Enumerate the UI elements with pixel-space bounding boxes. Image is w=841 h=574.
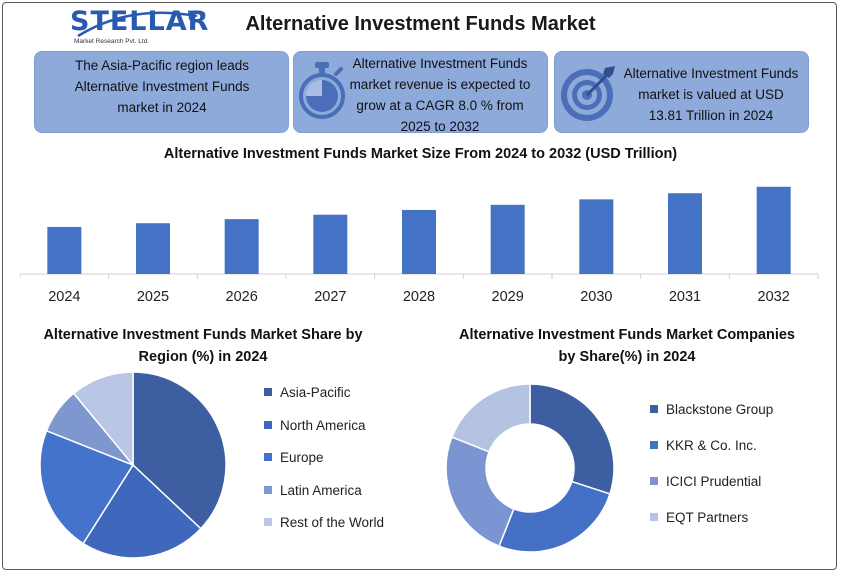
- slice-blackstone-group: [529, 384, 615, 495]
- region-legend-item: North America: [264, 418, 366, 433]
- bar-chart: 2024 2025 2026 2027 2028 2029 2030 2031 2032: [20, 186, 819, 305]
- slice-eqt-partners: [450, 384, 531, 453]
- bar-2032: [756, 186, 791, 274]
- slice-kkr-co-inc-: [498, 480, 611, 553]
- slice-rest-of-the-world: [72, 372, 134, 468]
- info-card-region-text: The Asia-Pacific region leads Alternativ…: [74, 58, 250, 115]
- region-legend-item: Europe: [264, 450, 324, 465]
- logo-swoosh-icon: [77, 10, 198, 38]
- slice-asia-pacific: [132, 372, 226, 530]
- region-legend-label: Europe: [280, 450, 324, 465]
- region-legend-item: Rest of the World: [264, 515, 384, 530]
- companies-legend-swatch: [650, 513, 658, 521]
- stopwatch-icon: [298, 60, 346, 131]
- companies-donut-title: Alternative Investment Funds Market Comp…: [459, 327, 795, 366]
- info-card-value: Alternative Investment Funds market is v…: [554, 51, 809, 133]
- companies-legend-label: EQT Partners: [666, 510, 749, 525]
- bar-chart-x-label: 2028: [403, 289, 435, 305]
- bar-2024: [47, 226, 82, 274]
- region-legend-item: Latin America: [264, 483, 362, 498]
- companies-legend-swatch: [650, 405, 658, 413]
- target-icon: [559, 62, 621, 131]
- info-card-cagr-text: Alternative Investment Funds market reve…: [349, 56, 531, 134]
- companies-legend-swatch: [650, 477, 658, 485]
- bar-chart-x-label: 2030: [580, 289, 612, 305]
- region-legend-item: Asia-Pacific: [264, 385, 351, 400]
- bar-chart-x-label: 2027: [314, 289, 346, 305]
- bar-2031: [668, 193, 702, 274]
- bar-2029: [490, 204, 525, 274]
- companies-legend-label: Blackstone Group: [666, 402, 774, 417]
- bar-2030: [579, 199, 614, 274]
- bar-2028: [402, 209, 436, 274]
- bar-chart-x-label: 2032: [758, 289, 790, 305]
- page-title: Alternative Investment Funds Market: [245, 13, 596, 35]
- region-legend-swatch: [264, 420, 272, 429]
- companies-legend-item: Blackstone Group: [650, 402, 773, 417]
- companies-legend-item: EQT Partners: [650, 510, 748, 525]
- companies-legend-label: KKR & Co. Inc.: [666, 438, 757, 453]
- companies-legend-item: KKR & Co. Inc.: [650, 438, 757, 453]
- region-legend-label: North America: [280, 417, 366, 433]
- bar-chart-x-label: 2026: [226, 289, 258, 305]
- region-pie-chart: [40, 372, 226, 558]
- companies-legend-label: ICICI Prudential: [666, 474, 762, 489]
- region-pie-title: Alternative Investment Funds Market Shar…: [43, 327, 363, 366]
- region-legend-swatch: [264, 388, 272, 396]
- region-legend-swatch: [264, 485, 272, 494]
- logo-tagline: Market Research Pvt. Ltd.: [74, 38, 150, 45]
- bar-chart-x-label: 2031: [669, 289, 701, 305]
- slice-europe: [40, 429, 135, 545]
- region-legend-label: Latin America: [280, 482, 362, 498]
- region-legend-label: Rest of the World: [280, 515, 385, 530]
- slice-icici-prudential: [446, 436, 515, 548]
- info-card-cagr: Alternative Investment Funds market reve…: [293, 51, 548, 134]
- bar-chart-x-label: 2025: [137, 289, 169, 305]
- bar-chart-x-label: 2024: [48, 289, 80, 305]
- bar-chart-x-label: 2029: [492, 289, 524, 305]
- bar-2027: [313, 214, 348, 274]
- bar-2026: [224, 219, 259, 274]
- companies-legend-item: ICICI Prudential: [650, 474, 761, 489]
- logo-wordmark: STELLAR: [70, 6, 210, 37]
- companies-legend-swatch: [650, 441, 658, 449]
- stellar-logo: STELLAR Market Research Pvt. Ltd.: [70, 6, 208, 48]
- companies-donut-chart: [446, 384, 615, 553]
- bar-chart-title: Alternative Investment Funds Market Size…: [163, 146, 678, 162]
- region-legend-swatch: [264, 518, 272, 526]
- info-card-region: The Asia-Pacific region leads Alternativ…: [34, 51, 289, 133]
- slice-north-america: [82, 463, 202, 558]
- region-legend-label: Asia-Pacific: [280, 385, 351, 400]
- bar-2025: [136, 223, 170, 274]
- region-legend-swatch: [264, 453, 272, 461]
- info-card-value-text: Alternative Investment Funds market is v…: [623, 66, 799, 123]
